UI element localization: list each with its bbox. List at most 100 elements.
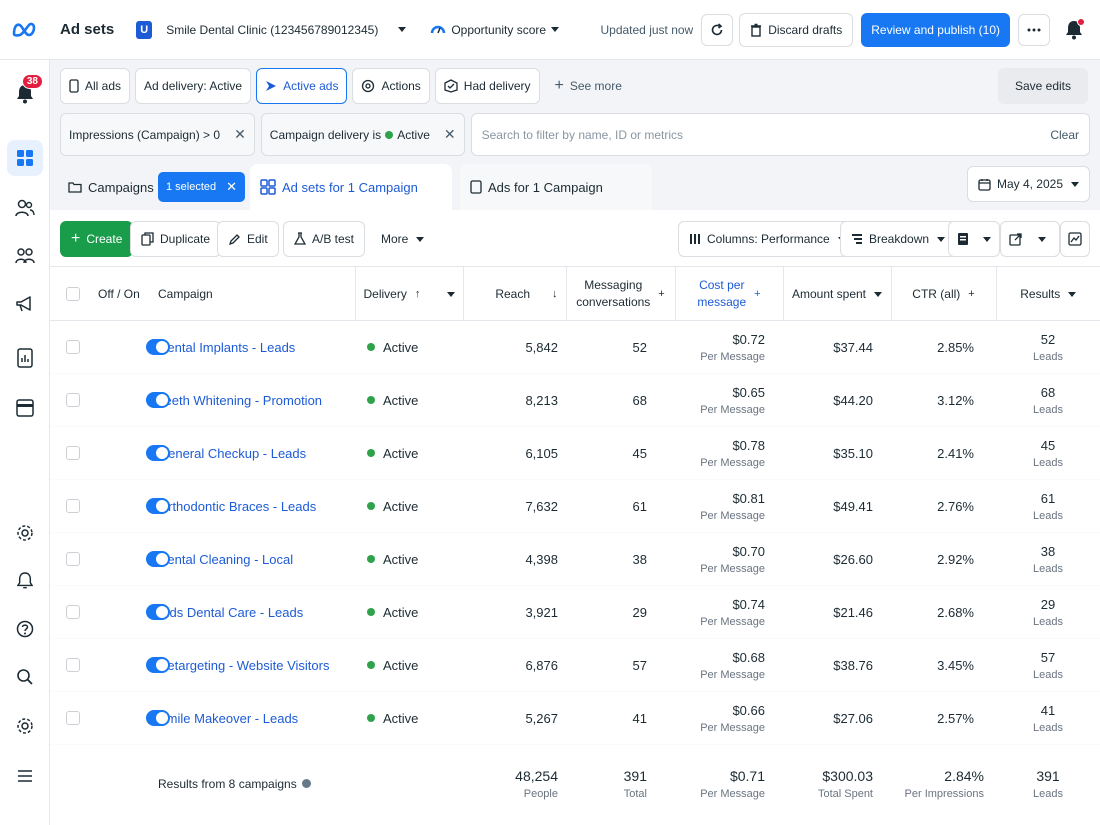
- row-checkbox[interactable]: [66, 499, 80, 513]
- on-off-toggle[interactable]: [146, 710, 170, 726]
- header-amount-spent[interactable]: Amount spent: [782, 266, 891, 321]
- row-checkbox[interactable]: [66, 393, 80, 407]
- close-icon[interactable]: ✕: [443, 126, 456, 142]
- totals-empty: [90, 744, 150, 823]
- campaign-name-link[interactable]: General Checkup - Leads: [158, 445, 307, 461]
- breakdown-dropdown[interactable]: Breakdown: [840, 221, 957, 257]
- on-off-toggle[interactable]: [146, 657, 170, 673]
- opportunity-score-button[interactable]: Opportunity score: [430, 21, 560, 38]
- campaign-name-link[interactable]: Orthodontic Braces - Leads: [158, 498, 317, 514]
- columns-dropdown[interactable]: Columns: Performance: [678, 221, 857, 257]
- reports-dropdown[interactable]: [948, 221, 1000, 257]
- page-title: Ad sets: [60, 21, 115, 38]
- duplicate-button[interactable]: Duplicate: [130, 221, 222, 257]
- notifications-button[interactable]: [1054, 10, 1094, 50]
- rail-settings[interactable]: [7, 515, 43, 551]
- more-options-button[interactable]: [1018, 13, 1050, 46]
- header-campaign[interactable]: Campaign: [150, 266, 355, 321]
- filter-tag-label: Impressions (Campaign) > 0: [69, 127, 221, 142]
- on-off-toggle[interactable]: [146, 392, 170, 408]
- ctr-cell: 3.12%: [891, 373, 996, 427]
- date-range-button[interactable]: May 4, 2025: [966, 166, 1090, 202]
- rail-reports[interactable]: [7, 340, 43, 376]
- save-edits-button[interactable]: Save edits: [998, 68, 1088, 104]
- header-reach[interactable]: Reach ↓: [462, 266, 566, 321]
- on-off-toggle[interactable]: [146, 551, 170, 567]
- export-dropdown[interactable]: [1000, 221, 1060, 257]
- row-checkbox[interactable]: [66, 658, 80, 672]
- discard-drafts-button[interactable]: Discard drafts: [739, 12, 854, 47]
- chip-ad-delivery-active[interactable]: Ad delivery: Active: [135, 68, 252, 104]
- table-row: Retargeting - Website Visitors Active 6,…: [50, 638, 1100, 692]
- row-checkbox[interactable]: [66, 446, 80, 460]
- chip-had-delivery[interactable]: Had delivery: [434, 68, 540, 104]
- rail-audiences[interactable]: [7, 190, 43, 226]
- close-icon[interactable]: ✕: [226, 179, 238, 194]
- rail-ads-manager[interactable]: [7, 140, 43, 176]
- create-button[interactable]: + Create: [60, 221, 134, 257]
- account-selector[interactable]: U Smile Dental Clinic (123456789012345): [128, 14, 414, 46]
- select-all-checkbox[interactable]: [66, 286, 80, 301]
- on-off-toggle[interactable]: [146, 445, 170, 461]
- filter-tag-impressions[interactable]: Impressions (Campaign) > 0 ✕: [60, 113, 255, 156]
- rail-billing[interactable]: [7, 390, 43, 426]
- clear-filters-button[interactable]: Clear: [1050, 127, 1079, 142]
- active-status-dot: [367, 661, 375, 669]
- more-dropdown[interactable]: More: [370, 221, 436, 257]
- campaign-name-link[interactable]: Dental Cleaning - Local: [158, 551, 294, 567]
- campaigns-table: Off / On Campaign Delivery ↑ Reach ↓ Messa…: [50, 266, 1100, 823]
- on-off-toggle[interactable]: [146, 498, 170, 514]
- chip-all-ads[interactable]: All ads: [60, 68, 131, 104]
- tab-ad-sets[interactable]: Ad sets for 1 Campaign: [250, 164, 452, 210]
- rail-search[interactable]: [7, 659, 43, 695]
- row-toggle-cell: [90, 532, 170, 586]
- rail-preferences[interactable]: [7, 708, 43, 744]
- rail-notifications[interactable]: 38: [7, 74, 43, 112]
- active-status-dot: [367, 396, 375, 404]
- chip-active-ads[interactable]: Active ads: [256, 68, 348, 104]
- row-checkbox[interactable]: [66, 340, 80, 354]
- close-icon[interactable]: ✕: [234, 126, 246, 142]
- see-more-button[interactable]: + See more: [545, 77, 632, 95]
- tab-ads[interactable]: Ads for 1 Campaign: [460, 164, 652, 210]
- chart-view-button[interactable]: [1060, 221, 1090, 257]
- header-delivery[interactable]: Delivery ↑: [354, 266, 463, 321]
- conversations-cell: 38: [566, 532, 675, 586]
- meta-logo[interactable]: [0, 0, 50, 60]
- header-results[interactable]: Results: [995, 266, 1100, 321]
- header-messaging-conversations[interactable]: Messaging conversations +: [565, 266, 675, 321]
- row-checkbox[interactable]: [66, 711, 80, 725]
- campaign-name-link[interactable]: Kids Dental Care - Leads: [158, 604, 304, 620]
- campaign-name-link[interactable]: Retargeting - Website Visitors: [158, 657, 330, 673]
- rail-accounts[interactable]: [7, 238, 43, 274]
- search-input[interactable]: [481, 127, 1051, 142]
- review-publish-button[interactable]: Review and publish (10): [861, 12, 1010, 47]
- campaign-name-link[interactable]: Smile Makeover - Leads: [158, 710, 299, 726]
- row-checkbox[interactable]: [66, 552, 80, 566]
- amount-cell: $21.46: [783, 585, 891, 639]
- rail-alerts[interactable]: [7, 563, 43, 599]
- header-ctr[interactable]: CTR (all) +: [890, 266, 996, 321]
- campaign-name-link[interactable]: Dental Implants - Leads: [158, 339, 296, 355]
- filter-tag-campaign-delivery[interactable]: Campaign delivery is Active ✕: [260, 113, 465, 156]
- select-all-header: [50, 266, 90, 321]
- chevron-down-icon: [447, 288, 455, 300]
- edit-button[interactable]: Edit: [217, 221, 279, 257]
- row-checkbox[interactable]: [66, 605, 80, 619]
- tab-campaigns[interactable]: Campaigns: [68, 164, 154, 210]
- updated-status: Updated just now: [600, 22, 694, 37]
- on-off-toggle[interactable]: [146, 339, 170, 355]
- header-cost-per-message[interactable]: Cost per message +: [674, 266, 783, 321]
- info-icon[interactable]: [301, 779, 311, 789]
- on-off-toggle[interactable]: [146, 604, 170, 620]
- totals-amount: $300.03: [822, 767, 873, 784]
- refresh-button[interactable]: [701, 13, 734, 46]
- selected-pill[interactable]: 1 selected ✕: [158, 172, 246, 202]
- rail-help[interactable]: [7, 611, 43, 647]
- results-value: 41: [1040, 702, 1056, 718]
- ab-test-button[interactable]: A/B test: [283, 221, 366, 257]
- chip-actions[interactable]: Actions: [352, 68, 430, 104]
- campaign-name-link[interactable]: Teeth Whitening - Promotion: [158, 392, 323, 408]
- rail-campaigns[interactable]: [7, 286, 43, 322]
- rail-menu[interactable]: [7, 758, 43, 794]
